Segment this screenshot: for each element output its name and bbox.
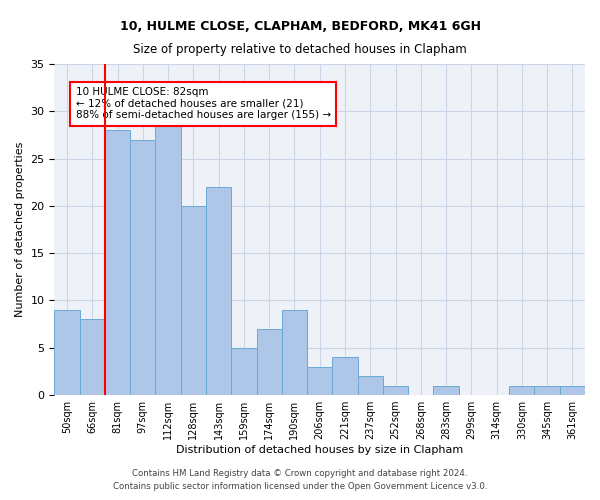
Bar <box>509 386 535 395</box>
Bar <box>282 310 307 395</box>
Text: 10 HULME CLOSE: 82sqm
← 12% of detached houses are smaller (21)
88% of semi-deta: 10 HULME CLOSE: 82sqm ← 12% of detached … <box>76 87 331 120</box>
Bar <box>155 121 181 395</box>
Bar <box>307 366 332 395</box>
Bar <box>206 187 231 395</box>
Y-axis label: Number of detached properties: Number of detached properties <box>15 142 25 317</box>
Text: Contains HM Land Registry data © Crown copyright and database right 2024.
Contai: Contains HM Land Registry data © Crown c… <box>113 470 487 491</box>
Bar <box>383 386 408 395</box>
Bar <box>55 310 80 395</box>
Bar <box>535 386 560 395</box>
Bar <box>105 130 130 395</box>
Bar <box>560 386 585 395</box>
Bar <box>358 376 383 395</box>
Text: Size of property relative to detached houses in Clapham: Size of property relative to detached ho… <box>133 42 467 56</box>
Bar <box>130 140 155 395</box>
Bar <box>433 386 458 395</box>
Bar <box>80 320 105 395</box>
X-axis label: Distribution of detached houses by size in Clapham: Distribution of detached houses by size … <box>176 445 463 455</box>
Bar <box>332 357 358 395</box>
Bar <box>181 206 206 395</box>
Text: 10, HULME CLOSE, CLAPHAM, BEDFORD, MK41 6GH: 10, HULME CLOSE, CLAPHAM, BEDFORD, MK41 … <box>119 20 481 33</box>
Bar <box>231 348 257 395</box>
Bar <box>257 329 282 395</box>
